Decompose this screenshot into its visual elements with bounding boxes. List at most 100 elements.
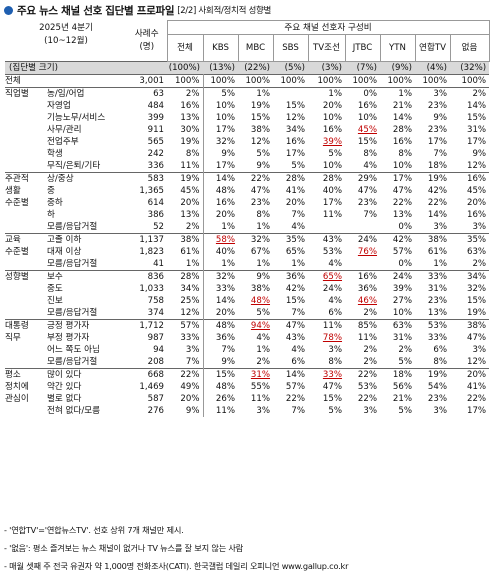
group-label xyxy=(5,112,47,124)
pct-cell: 9% xyxy=(238,269,274,283)
pct-cell: 10% xyxy=(392,307,413,318)
pct-cell: 2% xyxy=(450,86,490,100)
sample-size: 1,712 xyxy=(127,318,168,332)
pct-cell: 15% xyxy=(250,112,271,123)
pct-cell: 45% xyxy=(467,185,487,196)
pct-cell: 100% xyxy=(280,75,306,86)
pct-cell: 48% xyxy=(250,295,271,306)
pct-cell: 12% xyxy=(285,112,306,123)
pct-cell: 100% xyxy=(387,75,413,86)
pct-cell: 17% xyxy=(427,136,448,147)
pct-cell: 39% xyxy=(392,283,413,294)
channel-header-tvchosun: TV조선 xyxy=(307,34,346,62)
pct-cell: 15% xyxy=(322,393,343,404)
pct-cell: 48% xyxy=(202,318,239,332)
row-label: 무직/은퇴/기타 xyxy=(47,160,101,171)
group-label: 대통령 xyxy=(5,318,47,332)
row-label: 중 xyxy=(47,185,55,196)
pct-cell: 4% xyxy=(328,295,343,306)
period-line1: 2025년 4분기 xyxy=(39,22,93,33)
table-row: 중도 1,033 34% 33% 38% 42% 24% 36% 39% 31% 32% xyxy=(5,282,489,295)
pct-cell: 20% xyxy=(180,197,200,208)
pct-cell: 57% xyxy=(167,318,204,332)
pct-cell: 31% xyxy=(467,124,487,135)
pct-cell: 12% xyxy=(467,160,487,171)
table-row: 성향별 보수 836 28% 32% 9% 36% 65% 16% 24% 33% 34% xyxy=(5,269,490,283)
pct-cell: 1% xyxy=(256,344,271,355)
pct-cell: 17% xyxy=(202,159,239,172)
sample-size: 565 xyxy=(147,136,165,147)
pct-cell: 23% xyxy=(250,197,271,208)
group-label: 직업별 xyxy=(5,86,47,100)
table-row: 생활 중 1,365 45% 48% 47% 41% 40% 47% 47% 42% 45% xyxy=(5,184,489,197)
pct-cell: 29% xyxy=(345,171,381,185)
table-row: 직업별 농/임/어업 63 2% 5% 1% 1% 0% 1% 3% 2% xyxy=(5,86,490,100)
pct-cell: 32% xyxy=(238,232,274,246)
pct-cell: 3% xyxy=(433,221,448,232)
pct-cell: 21% xyxy=(392,393,413,404)
pct-cell: 22% xyxy=(467,393,487,404)
pct-cell: 8% xyxy=(433,356,448,367)
pct-cell: 2% xyxy=(398,344,413,355)
channel-group-header: 주요 채널 선호자 구성비 xyxy=(166,20,490,35)
pct-cell: 61% xyxy=(180,246,200,257)
group-size-value: (22%) xyxy=(238,61,274,74)
sample-size-header: 사례수 (명) xyxy=(134,28,159,52)
sample-size: 1,469 xyxy=(139,381,165,392)
group-label xyxy=(5,307,47,320)
pct-cell: 4% xyxy=(328,258,343,269)
pct-cell: 32% xyxy=(202,269,239,283)
sample-size: 41 xyxy=(153,258,165,269)
row-label: 별로 없다 xyxy=(47,393,82,404)
footnote: - 매월 셋째 주 전국 유권자 약 1,000명 전화조사(CATI). 한국… xyxy=(4,561,349,571)
row-label: 모름/응답거절 xyxy=(47,221,98,232)
group-label: 평소 xyxy=(5,367,47,381)
group-size-value: (5%) xyxy=(273,61,309,74)
pct-cell: 17% xyxy=(467,136,487,147)
pct-cell: 19% xyxy=(250,100,271,111)
pct-cell: 10% xyxy=(202,111,239,124)
pct-cell: 3% xyxy=(472,221,487,232)
pct-cell: 4% xyxy=(363,160,378,171)
table-row: 전체 3,001 100% 100% 100% 100% 100% 100% 100% 100% 1… xyxy=(5,74,489,87)
group-label: 교육 xyxy=(5,232,47,246)
pct-cell xyxy=(345,258,380,271)
pct-cell: 23% xyxy=(357,197,378,208)
pct-cell: 16% xyxy=(322,124,343,135)
channel-header-mbc: MBC xyxy=(237,34,274,62)
pct-cell: 15% xyxy=(357,136,378,147)
pct-cell: 33% xyxy=(415,269,451,283)
pct-cell: 3% xyxy=(415,86,451,100)
pct-cell: 36% xyxy=(202,331,239,344)
pct-cell: 22% xyxy=(357,393,378,404)
pct-cell: 22% xyxy=(392,197,413,208)
table-row: 정치에 약간 있다 1,469 49% 48% 55% 57% 47% 53% 56% 54% 41% xyxy=(5,380,489,393)
pct-cell: 13% xyxy=(180,112,200,123)
pct-cell: 14% xyxy=(202,294,239,307)
row-label: 약간 있다 xyxy=(47,381,82,392)
pct-cell: 7% xyxy=(185,356,200,367)
pct-cell: 19% xyxy=(415,367,451,381)
row-label: 사무/관리 xyxy=(47,124,82,135)
pct-cell: 38% xyxy=(250,124,271,135)
pct-cell: 10% xyxy=(322,112,343,123)
pct-cell: 41% xyxy=(467,381,487,392)
group-label xyxy=(5,209,47,221)
pct-cell: 14% xyxy=(467,100,487,111)
pct-cell: 5% xyxy=(256,148,271,159)
row-label: 자영업 xyxy=(47,100,71,111)
pct-cell: 9% xyxy=(256,160,271,171)
pct-cell: 36% xyxy=(357,283,378,294)
pct-cell: 22% xyxy=(285,393,306,404)
pct-cell: 23% xyxy=(427,393,448,404)
pct-cell: 38% xyxy=(167,232,204,246)
table-row: 기능노무/서비스 399 13% 10% 15% 12% 10% 10% 14% 9% 15% xyxy=(5,111,489,124)
pct-cell: 3% xyxy=(328,344,343,355)
pct-cell: 58% xyxy=(202,232,239,246)
pct-cell: 38% xyxy=(450,318,490,332)
pct-cell: 9% xyxy=(433,112,448,123)
row-label: 모름/응답거절 xyxy=(47,356,98,367)
pct-cell: 28% xyxy=(167,269,204,283)
pct-cell: 1% xyxy=(185,258,200,269)
pct-cell: 48% xyxy=(202,380,239,393)
